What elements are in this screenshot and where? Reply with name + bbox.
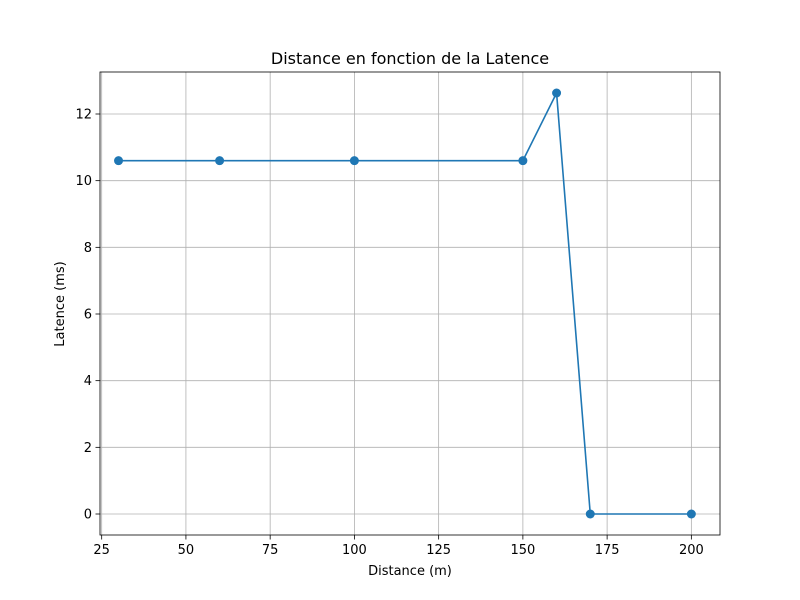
x-tick-label: 200 [679,543,704,558]
x-tick-label: 150 [510,543,535,558]
y-tick-label: 4 [84,374,92,389]
chart-title: Distance en fonction de la Latence [271,49,549,68]
x-axis-label: Distance (m) [368,564,452,579]
y-axis-ticks: 0 2 4 6 8 10 12 [75,108,100,523]
data-point [585,509,595,519]
data-point [349,156,359,166]
x-tick-label: 175 [595,543,620,558]
plot-area-frame [99,71,721,536]
data-point [518,156,528,166]
data-point [686,509,696,519]
y-tick-label: 6 [84,308,92,323]
data-point [114,156,124,166]
x-axis-ticks: 25 50 75 100 125 150 175 200 [93,535,704,558]
grid [100,72,720,535]
y-tick-label: 12 [75,108,92,123]
y-tick-label: 2 [84,441,92,456]
x-tick-label: 125 [426,543,451,558]
data-point [215,156,225,166]
x-tick-label: 100 [342,543,367,558]
data-series [114,88,696,519]
y-axis-label: Latence (ms) [53,261,68,346]
y-tick-label: 0 [84,508,92,523]
data-point [552,88,562,98]
x-tick-label: 50 [178,543,195,558]
y-tick-label: 8 [84,241,92,256]
x-tick-label: 75 [262,543,279,558]
y-tick-label: 10 [75,174,92,189]
series-line [118,92,692,515]
x-tick-label: 25 [93,543,110,558]
